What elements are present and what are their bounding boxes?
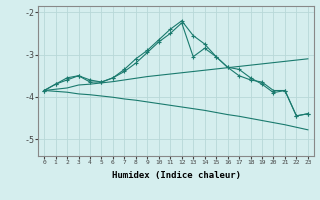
X-axis label: Humidex (Indice chaleur): Humidex (Indice chaleur) [111,171,241,180]
